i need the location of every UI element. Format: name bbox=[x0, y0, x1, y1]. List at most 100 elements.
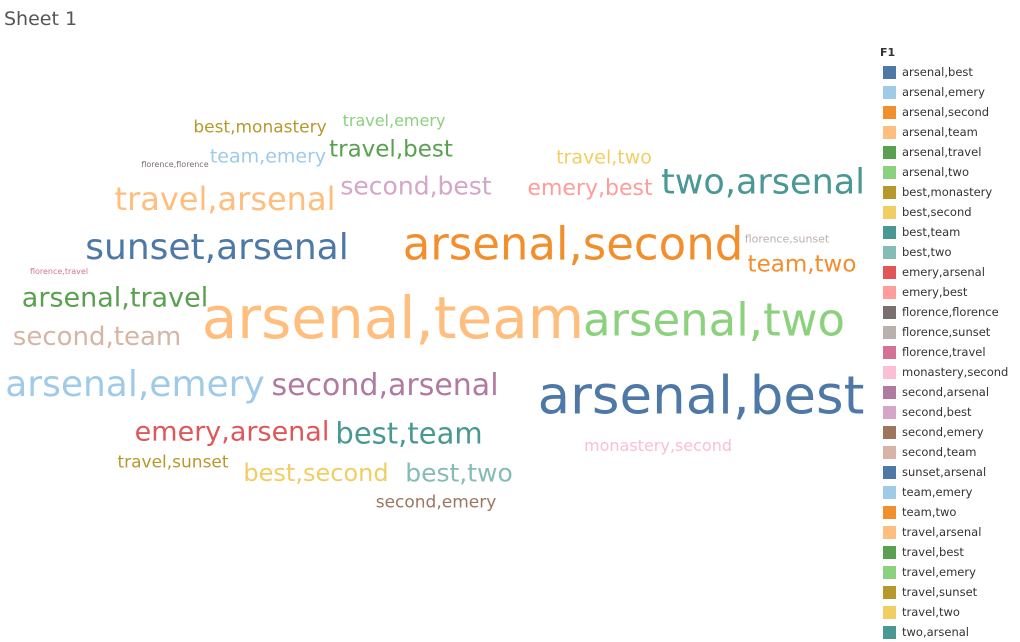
legend-label: second,team bbox=[902, 445, 977, 459]
legend-swatch bbox=[883, 565, 896, 579]
legend-swatch bbox=[883, 105, 896, 119]
legend-item[interactable]: florence,florence bbox=[880, 302, 1018, 322]
legend-label: travel,two bbox=[902, 605, 960, 619]
legend-swatch bbox=[883, 465, 896, 479]
legend-item[interactable]: team,emery bbox=[880, 482, 1018, 502]
legend-label: team,emery bbox=[902, 485, 973, 499]
legend-label: second,arsenal bbox=[902, 385, 990, 399]
legend-item[interactable]: best,team bbox=[880, 222, 1018, 242]
word-cloud-word[interactable]: best,second bbox=[243, 459, 389, 487]
legend-swatch bbox=[883, 185, 896, 199]
legend-swatch bbox=[883, 485, 896, 499]
legend-item[interactable]: arsenal,emery bbox=[880, 82, 1018, 102]
word-cloud-word[interactable]: best,team bbox=[335, 416, 483, 451]
word-cloud-word[interactable]: two,arsenal bbox=[661, 162, 865, 203]
legend-item[interactable]: second,team bbox=[880, 442, 1018, 462]
legend-swatch bbox=[883, 245, 896, 259]
word-cloud-word[interactable]: monastery,second bbox=[584, 436, 732, 455]
word-cloud-word[interactable]: emery,best bbox=[527, 176, 653, 201]
legend-item[interactable]: best,second bbox=[880, 202, 1018, 222]
legend-item[interactable]: arsenal,second bbox=[880, 102, 1018, 122]
legend-swatch bbox=[883, 325, 896, 339]
word-cloud-word[interactable]: emery,arsenal bbox=[134, 416, 330, 448]
word-cloud-word[interactable]: best,monastery bbox=[193, 117, 327, 138]
legend-item[interactable]: arsenal,two bbox=[880, 162, 1018, 182]
legend-swatch bbox=[883, 285, 896, 299]
legend-item[interactable]: second,best bbox=[880, 402, 1018, 422]
word-cloud-word[interactable]: travel,sunset bbox=[117, 452, 229, 473]
word-cloud-word[interactable]: second,emery bbox=[375, 492, 497, 513]
legend-label: second,best bbox=[902, 405, 972, 419]
word-cloud-word[interactable]: travel,two bbox=[556, 146, 652, 169]
legend-item[interactable]: two,arsenal bbox=[880, 622, 1018, 642]
legend-swatch bbox=[883, 225, 896, 239]
legend-label: arsenal,best bbox=[902, 65, 973, 79]
legend-item[interactable]: second,emery bbox=[880, 422, 1018, 442]
legend-swatch bbox=[883, 585, 896, 599]
legend-item[interactable]: second,arsenal bbox=[880, 382, 1018, 402]
legend-label: emery,best bbox=[902, 285, 968, 299]
legend-label: second,emery bbox=[902, 425, 984, 439]
word-cloud-word[interactable]: arsenal,emery bbox=[5, 364, 265, 405]
legend-item[interactable]: best,two bbox=[880, 242, 1018, 262]
legend-item[interactable]: travel,sunset bbox=[880, 582, 1018, 602]
word-cloud-word[interactable]: florence,travel bbox=[29, 267, 89, 276]
legend-item[interactable]: arsenal,best bbox=[880, 62, 1018, 82]
word-cloud-word[interactable]: second,arsenal bbox=[271, 368, 499, 403]
legend-label: best,team bbox=[902, 225, 961, 239]
legend-item[interactable]: sunset,arsenal bbox=[880, 462, 1018, 482]
word-cloud-word[interactable]: second,best bbox=[340, 171, 492, 201]
legend-label: florence,travel bbox=[902, 345, 986, 359]
legend-swatch bbox=[883, 445, 896, 459]
word-cloud-word[interactable]: second,team bbox=[12, 322, 182, 352]
legend-item[interactable]: travel,emery bbox=[880, 562, 1018, 582]
legend-item[interactable]: arsenal,team bbox=[880, 122, 1018, 142]
sheet-title: Sheet 1 bbox=[4, 8, 78, 30]
legend-item[interactable]: florence,sunset bbox=[880, 322, 1018, 342]
legend-item[interactable]: best,monastery bbox=[880, 182, 1018, 202]
word-cloud-word[interactable]: travel,emery bbox=[342, 111, 446, 130]
legend-item[interactable]: travel,best bbox=[880, 542, 1018, 562]
word-cloud-word[interactable]: travel,best bbox=[329, 136, 453, 163]
word-cloud-word[interactable]: arsenal,team bbox=[201, 284, 585, 352]
word-cloud-word[interactable]: florence,sunset bbox=[744, 232, 830, 246]
word-cloud-word[interactable]: team,emery bbox=[209, 145, 327, 168]
legend-item[interactable]: emery,arsenal bbox=[880, 262, 1018, 282]
word-cloud-word[interactable]: arsenal,second bbox=[402, 217, 744, 271]
legend-label: two,arsenal bbox=[902, 625, 969, 639]
legend-item[interactable]: monastery,second bbox=[880, 362, 1018, 382]
legend: F1 arsenal,best arsenal,emery arsenal,seco… bbox=[880, 46, 1018, 642]
legend-label: florence,sunset bbox=[902, 325, 991, 339]
legend-swatch bbox=[883, 505, 896, 519]
word-cloud-word[interactable]: arsenal,travel bbox=[21, 282, 209, 314]
legend-item[interactable]: travel,two bbox=[880, 602, 1018, 622]
word-cloud-word[interactable]: sunset,arsenal bbox=[85, 227, 349, 268]
legend-swatch bbox=[883, 525, 896, 539]
legend-item[interactable]: emery,best bbox=[880, 282, 1018, 302]
legend-label: emery,arsenal bbox=[902, 265, 985, 279]
legend-label: sunset,arsenal bbox=[902, 465, 987, 479]
legend-swatch bbox=[883, 365, 896, 379]
legend-label: arsenal,team bbox=[902, 125, 978, 139]
legend-label: travel,sunset bbox=[902, 585, 978, 599]
word-cloud-word[interactable]: arsenal,two bbox=[582, 293, 846, 347]
legend-item[interactable]: travel,arsenal bbox=[880, 522, 1018, 542]
word-cloud-word[interactable]: florence,florence bbox=[141, 160, 209, 169]
legend-swatch bbox=[883, 545, 896, 559]
legend-swatch bbox=[883, 145, 896, 159]
legend-label: florence,florence bbox=[902, 305, 999, 319]
word-cloud-word[interactable]: travel,arsenal bbox=[114, 180, 336, 218]
legend-swatch bbox=[883, 605, 896, 619]
word-cloud: arsenal,team arsenal,best arsenal,second ar… bbox=[5, 111, 865, 513]
legend-items: arsenal,best arsenal,emery arsenal,second a… bbox=[880, 62, 1018, 642]
legend-swatch bbox=[883, 405, 896, 419]
legend-title: F1 bbox=[880, 46, 896, 59]
legend-item[interactable]: arsenal,travel bbox=[880, 142, 1018, 162]
legend-label: arsenal,two bbox=[902, 165, 969, 179]
legend-item[interactable]: florence,travel bbox=[880, 342, 1018, 362]
word-cloud-word[interactable]: best,two bbox=[405, 458, 513, 488]
legend-swatch bbox=[883, 165, 896, 179]
word-cloud-word[interactable]: arsenal,best bbox=[537, 365, 865, 427]
legend-item[interactable]: team,two bbox=[880, 502, 1018, 522]
word-cloud-word[interactable]: team,two bbox=[747, 251, 857, 278]
